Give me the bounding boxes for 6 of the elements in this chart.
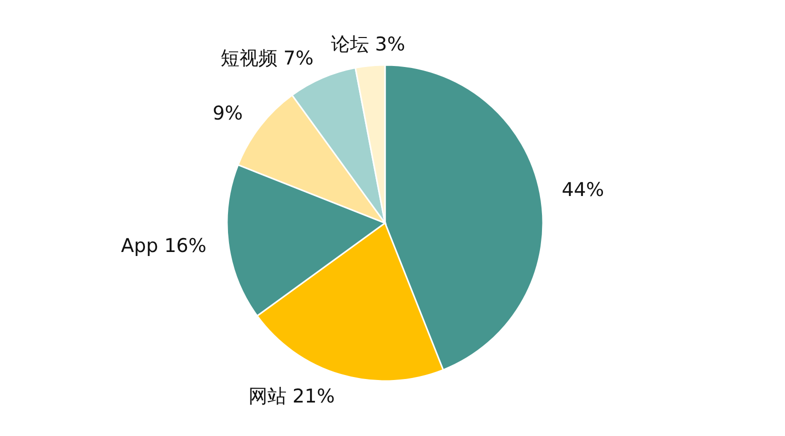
slice-label: 论坛 3% xyxy=(330,33,406,56)
data-label: 44% xyxy=(562,178,604,201)
slice-label: App 16% xyxy=(121,235,206,258)
data-label: 9% xyxy=(212,102,243,124)
slice-label: 网站 21% xyxy=(248,386,335,408)
slice-label: 短视频 7% xyxy=(220,47,314,70)
